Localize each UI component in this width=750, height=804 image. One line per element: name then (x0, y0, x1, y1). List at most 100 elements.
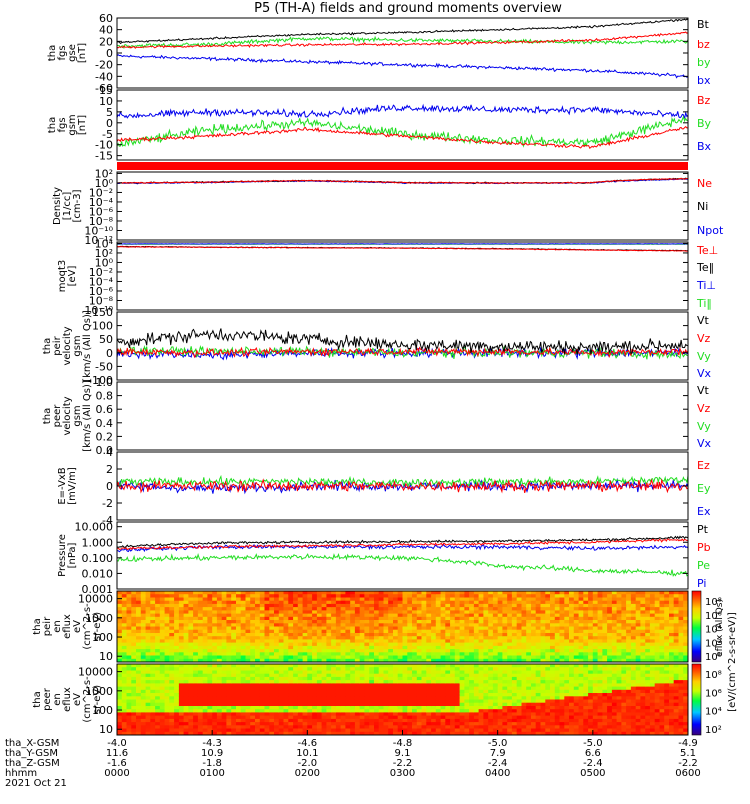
spectrogram-cells (117, 591, 689, 663)
spectrogram-cell (393, 620, 398, 624)
spectrogram-cell (203, 643, 208, 647)
spectrogram-cell (574, 620, 579, 624)
spectrogram-cell (531, 607, 536, 611)
spectrogram-cell (326, 693, 331, 697)
spectrogram-cell (436, 643, 441, 647)
spectrogram-cell (250, 729, 255, 733)
spectrogram-cell (574, 656, 579, 660)
spectrogram-cell (150, 716, 155, 720)
spectrogram-cell (426, 656, 431, 660)
spectrogram-cell (445, 594, 450, 598)
spectrogram-cell (288, 667, 293, 671)
spectrogram-cell (131, 716, 136, 720)
spectrogram-cell (150, 680, 155, 684)
spectrogram-cell (303, 680, 308, 684)
legend-Pe: Pe (697, 559, 710, 572)
spectrogram-cell (445, 693, 450, 697)
spectrogram-cell (526, 693, 531, 697)
spectrogram-cell (598, 630, 603, 634)
spectrogram-cell (555, 667, 560, 671)
spectrogram-cell (593, 643, 598, 647)
spectrogram-cell (393, 643, 398, 647)
spectrogram-cell (502, 643, 507, 647)
spectrogram-cell (322, 716, 327, 720)
spectrogram-cell (426, 680, 431, 684)
spectrogram-cell (541, 643, 546, 647)
spectrogram-cell (203, 630, 208, 634)
spectrogram-cell (160, 703, 165, 707)
spectrogram-cell (203, 607, 208, 611)
spectrogram-cell (426, 703, 431, 707)
spectrogram-cell (679, 607, 684, 611)
spectrogram-cell (460, 607, 465, 611)
spectrogram-cell (131, 729, 136, 733)
spectrogram-cell (184, 667, 189, 671)
spectrogram-cell (146, 643, 151, 647)
series-line-Te⊥ (117, 247, 688, 252)
spectrogram-cell (379, 620, 384, 624)
spectrogram-cell (141, 716, 146, 720)
spectrogram-cell (236, 630, 241, 634)
spectrogram-cell (407, 729, 412, 733)
spectrogram-cell (655, 656, 660, 660)
spectrogram-cell (146, 716, 151, 720)
spectrogram-cell (279, 680, 284, 684)
spectrogram-cell (179, 680, 184, 684)
spectrogram-cell (388, 667, 393, 671)
spectrogram-cell (422, 667, 427, 671)
spectrogram-cell (550, 630, 555, 634)
spectrogram-cell (522, 656, 527, 660)
spectrogram-cell (512, 716, 517, 720)
spectrogram-cell (469, 656, 474, 660)
ylabel-pressure: Pressure[nPa] (57, 534, 78, 577)
spectrogram-cell (231, 620, 236, 624)
spectrogram-cell (479, 693, 484, 697)
legend-Vx: Vx (697, 437, 712, 450)
spectrogram-cell (379, 667, 384, 671)
spectrogram-cell (374, 607, 379, 611)
spectrogram-cell (345, 594, 350, 598)
spectrogram-cell (345, 703, 350, 707)
ytick-label: 50 (99, 333, 113, 346)
legend-by: by (697, 56, 711, 69)
spectrogram-cell (445, 620, 450, 624)
spectrogram-cell (217, 594, 222, 598)
spectrogram-cell (131, 693, 136, 697)
spectrogram-cell (322, 630, 327, 634)
spectrogram-cell (555, 594, 560, 598)
spectrogram-cell (431, 716, 436, 720)
spectrogram-cell (545, 667, 550, 671)
panel-frame (117, 18, 688, 88)
spectrogram-cell (531, 643, 536, 647)
spectrogram-cell (336, 693, 341, 697)
spectrogram-cell (369, 680, 374, 684)
spectrogram-cell (336, 729, 341, 733)
spectrogram-cell (631, 630, 636, 634)
spectrogram-cell (545, 729, 550, 733)
spectrogram-cell (517, 607, 522, 611)
ylabel-line: [mV/m] (67, 467, 78, 505)
series-line-Ti⊥ (117, 244, 688, 245)
spectrogram-cell (184, 594, 189, 598)
spectrogram-cell (541, 620, 546, 624)
spectrogram-cell (612, 656, 617, 660)
spectrogram-cell (507, 716, 512, 720)
spectrogram-cell (350, 667, 355, 671)
spectrogram-cell (360, 729, 365, 733)
spectrogram-cell (188, 594, 193, 598)
spectrogram-cell (155, 643, 160, 647)
spectrogram-cell (507, 703, 512, 707)
spectrogram-cell (241, 680, 246, 684)
spectrogram-cell (436, 693, 441, 697)
spectrogram-cell (593, 656, 598, 660)
spectrogram-cell (417, 643, 422, 647)
spectrogram-cell (640, 594, 645, 598)
spectrogram-cell (331, 630, 336, 634)
spectrogram-cell (122, 703, 127, 707)
ytick-label: 1.0 (96, 376, 114, 389)
spectrogram-cell (322, 594, 327, 598)
spectrogram-cell (407, 607, 412, 611)
panel-frame (117, 522, 688, 589)
